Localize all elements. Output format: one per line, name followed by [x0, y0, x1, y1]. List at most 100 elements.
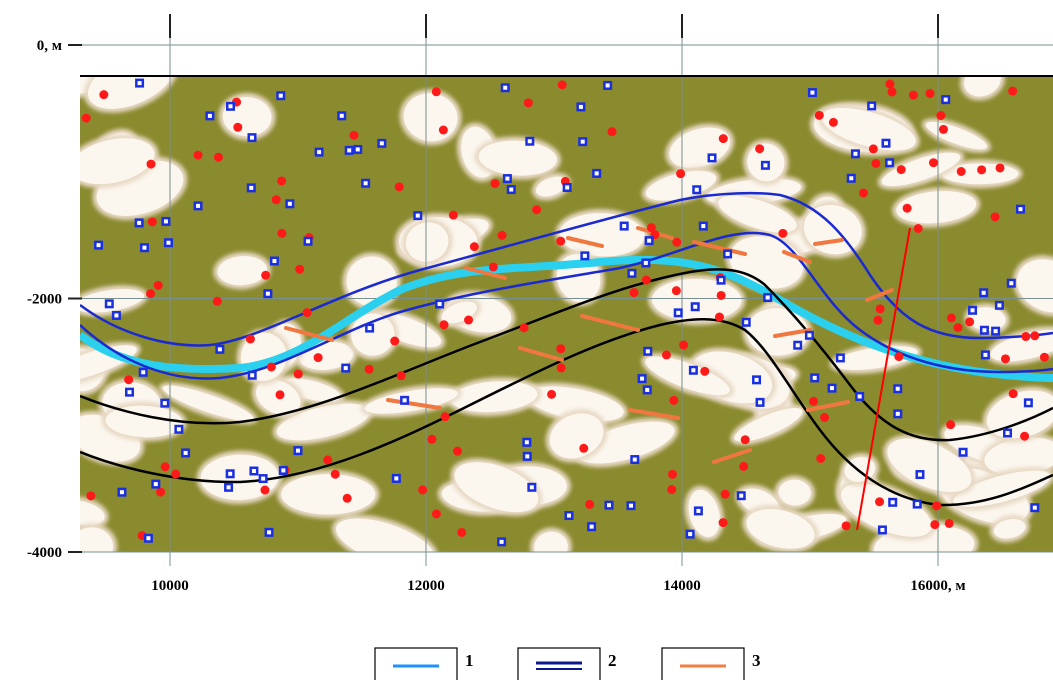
- blue-square: [564, 511, 574, 521]
- blue-square: [117, 487, 127, 497]
- blue-square: [867, 101, 877, 111]
- light-zone: [87, 76, 175, 109]
- blue-square: [807, 88, 817, 98]
- red-dot: [718, 518, 728, 528]
- blue-square: [247, 133, 257, 143]
- red-dot: [146, 289, 156, 299]
- light-zone: [478, 140, 557, 176]
- light-zone: [718, 195, 797, 233]
- blue-square: [760, 160, 770, 170]
- red-dot: [81, 113, 91, 123]
- x-tick-label-0: 10000: [151, 578, 189, 594]
- blue-square: [630, 455, 640, 465]
- y-tick-label-0: 0, м: [37, 38, 62, 54]
- red-dot: [275, 390, 285, 400]
- light-zone: [534, 531, 568, 552]
- red-dot: [261, 270, 271, 280]
- legend-number-1: 1: [465, 651, 474, 670]
- red-dot: [755, 144, 765, 154]
- blue-square: [576, 102, 586, 112]
- red-dot: [293, 369, 303, 379]
- red-dot: [1030, 331, 1040, 341]
- blue-square: [161, 216, 171, 226]
- legend-item-1: 1: [374, 647, 474, 680]
- red-dot: [1008, 389, 1018, 399]
- red-dot: [607, 127, 617, 137]
- blue-square: [885, 158, 895, 168]
- light-zone: [993, 518, 1026, 539]
- red-dot: [814, 110, 824, 120]
- red-dot: [556, 344, 566, 354]
- blue-square: [337, 111, 347, 121]
- red-dot: [714, 312, 724, 322]
- blue-square: [344, 145, 354, 155]
- red-dot: [160, 462, 170, 472]
- horizon-blue-lower: [80, 231, 1053, 380]
- red-dot: [885, 79, 895, 89]
- blue-square: [827, 383, 837, 393]
- red-dot: [457, 527, 467, 537]
- red-dot: [778, 228, 788, 238]
- red-dot: [646, 223, 656, 233]
- blue-square: [506, 185, 516, 195]
- red-dot: [342, 493, 352, 503]
- legend-item-3: 3: [661, 647, 761, 680]
- blue-square: [562, 182, 572, 192]
- blue-square: [1003, 428, 1013, 438]
- red-dot: [469, 242, 479, 252]
- blue-square: [627, 268, 637, 278]
- blue-square: [247, 370, 257, 380]
- blue-square: [151, 479, 161, 489]
- red-dot: [302, 308, 312, 318]
- red-dot: [523, 98, 533, 108]
- blue-square: [263, 289, 273, 299]
- red-dot: [1039, 352, 1049, 362]
- red-dot: [629, 288, 639, 298]
- red-dot: [1000, 354, 1010, 364]
- blue-square: [1015, 204, 1025, 214]
- blue-square: [502, 174, 512, 184]
- light-zone: [364, 388, 458, 414]
- red-dot: [908, 90, 918, 100]
- red-dot: [995, 163, 1005, 173]
- red-dot: [349, 130, 359, 140]
- red-dot: [330, 469, 340, 479]
- light-zone: [887, 438, 972, 493]
- red-dot: [431, 509, 441, 519]
- blue-square: [912, 499, 922, 509]
- blue-square: [497, 537, 507, 547]
- light-zone: [968, 307, 1006, 331]
- red-dot: [894, 352, 904, 362]
- blue-square: [522, 437, 532, 447]
- light-zone: [953, 470, 1051, 507]
- red-dot: [213, 152, 223, 162]
- short-mark-4: [782, 250, 812, 264]
- blue-square: [278, 465, 288, 475]
- blue-square: [968, 305, 978, 315]
- blue-square: [143, 533, 153, 543]
- blue-square: [293, 446, 303, 456]
- red-dot: [266, 362, 276, 372]
- short-mark-0: [566, 236, 604, 248]
- blue-square: [810, 373, 820, 383]
- blue-square: [979, 325, 989, 335]
- blue-square: [580, 251, 590, 261]
- light-zone: [645, 356, 730, 396]
- red-dot: [233, 122, 243, 132]
- blue-square: [413, 211, 423, 221]
- blue-square: [673, 308, 683, 318]
- red-dot: [718, 134, 728, 144]
- blue-square: [690, 302, 700, 312]
- blue-square: [226, 101, 236, 111]
- light-zone: [351, 313, 395, 356]
- light-zone: [821, 107, 916, 151]
- red-dot: [547, 389, 557, 399]
- blue-square: [888, 497, 898, 507]
- y-tick-label-1: -2000: [27, 292, 62, 308]
- red-dot: [364, 364, 374, 374]
- horizon-black-upper: [80, 268, 1053, 442]
- blue-square: [160, 398, 170, 408]
- red-dot: [871, 158, 881, 168]
- blue-square: [736, 491, 746, 501]
- red-dot: [668, 469, 678, 479]
